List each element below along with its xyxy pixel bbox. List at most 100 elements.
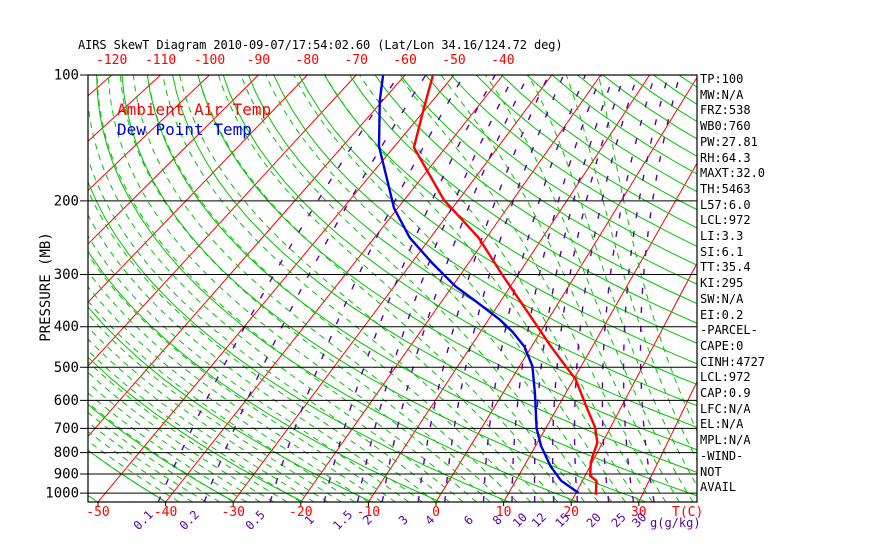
isotherm-line [570, 262, 697, 502]
dry-adiabat-line [88, 356, 304, 502]
isotherm-line [165, 75, 504, 502]
stat-value: LFC:N/A [700, 401, 751, 416]
legend-ambient-air-temp: Ambient Air Temp [117, 100, 272, 119]
moist-adiabat-line [240, 75, 599, 502]
dry-adiabat-line [577, 75, 697, 157]
top-temp-tick-label: -50 [442, 53, 465, 68]
bottom-temp-tick-label: 10 [496, 505, 512, 520]
dry-adiabat-line [349, 75, 697, 324]
stats-panel: TP:100 MW:N/A FRZ:538 WB0:760 PW:27.81 RH:64.… [700, 72, 765, 496]
stat-value: MAXT:32.0 [700, 166, 766, 181]
top-temp-tick-label: -120 [96, 53, 127, 68]
ambient-temp-curve [412, 75, 599, 495]
stat-value: PW:27.81 [700, 134, 758, 149]
isotherm-line [88, 75, 210, 192]
moist-adiabat-line [88, 430, 193, 502]
dry-adiabat-line [121, 75, 647, 502]
dew-point-curve [377, 75, 580, 494]
dry-adiabat-line [88, 250, 441, 502]
moist-adiabat-line [162, 75, 545, 502]
moist-adiabat-line [88, 338, 315, 502]
isotherm-line [88, 75, 406, 438]
moist-adiabat-line [88, 421, 207, 502]
moist-adiabat-line [88, 392, 247, 502]
moist-adiabat-line [107, 75, 491, 502]
bottom-temp-tick-label: -40 [154, 505, 177, 520]
dry-adiabat-line [425, 75, 697, 266]
pressure-tick-label: 400 [54, 319, 79, 335]
top-temp-tick-label: -40 [491, 53, 514, 68]
mixing-ratio-tick-label: 1.5 [330, 508, 355, 533]
pressure-tick-label: 300 [54, 267, 79, 283]
mixing-ratio-tick-label: 25 [609, 510, 629, 530]
moist-adiabat-line [265, 75, 613, 502]
mixing-ratio-line [622, 75, 670, 502]
moist-adiabat-line [88, 156, 450, 502]
top-temp-tick-label: -80 [296, 53, 319, 68]
dry-adiabat-line [526, 75, 697, 193]
mixing-ratio-tick-label: 0.5 [243, 508, 268, 533]
bottom-temp-tick-label: 0 [432, 505, 440, 520]
dry-adiabat-line [475, 75, 697, 229]
bottom-temp-tick-label: 30 [631, 505, 647, 520]
mixing-ratio-line [639, 75, 681, 502]
pressure-tick-label: 100 [54, 68, 79, 84]
moist-adiabat-line [88, 326, 329, 502]
mixing-ratio-lines [157, 75, 681, 502]
isotherm-line [88, 75, 357, 367]
mixing-ratio-line [551, 75, 626, 502]
moist-adiabat-line [147, 75, 531, 502]
pressure-tick-label: 600 [54, 393, 79, 409]
plot-area [88, 75, 697, 502]
top-temp-tick-label: -60 [393, 53, 416, 68]
mixing-ratio-line [533, 75, 615, 502]
mixing-ratio-unit-label: g(g/kg) [650, 516, 701, 530]
pressure-tick-label: 1000 [45, 486, 79, 502]
mixing-ratio-tick-label: 10 [510, 510, 530, 530]
pressure-tick-label: 500 [54, 360, 79, 376]
stat-value: LI:3.3 [700, 229, 744, 244]
bottom-temp-tick-label: -20 [289, 505, 312, 520]
stat-value: MW:N/A [700, 87, 744, 102]
isotherm-line [232, 75, 553, 502]
page-title: AIRS SkewT Diagram 2010-09-07/17:54:02.6… [78, 38, 563, 52]
moist-adiabat-line [88, 313, 342, 502]
moist-adiabat-line [88, 349, 302, 502]
isotherm-line [97, 75, 455, 502]
dry-adiabat-line [88, 180, 510, 502]
dry-adiabat-line [298, 75, 697, 365]
top-temp-tick-label: -90 [247, 53, 270, 68]
isotherm-line [300, 75, 602, 502]
moist-adiabat-line [88, 235, 410, 502]
plot-border [87, 74, 698, 503]
stat-value: MPL:N/A [700, 433, 751, 448]
stat-value: TT:35.4 [700, 260, 751, 275]
stat-value: EI:0.2 [700, 307, 744, 322]
stat-value: RH:64.3 [700, 150, 751, 165]
moist-adiabat-line [324, 75, 640, 502]
dry-adiabat-line [197, 75, 697, 451]
legend-dew-point-temp: Dew Point Temp [117, 120, 252, 139]
mixing-ratio-tick-label: 12 [529, 510, 549, 530]
mixing-ratio-tick-label: 20 [584, 510, 604, 530]
sounding-curves [377, 75, 599, 495]
dry-adiabat-line [88, 403, 235, 502]
stat-value: -PARCEL- [700, 323, 758, 338]
moist-adiabat-line [197, 75, 572, 502]
mixing-ratio-line [323, 75, 496, 502]
stat-value: CAP:0.9 [700, 386, 751, 401]
moist-adiabat-line [88, 411, 220, 502]
moist-adiabat-line [217, 75, 586, 502]
mixing-ratio-line [381, 75, 529, 502]
mixing-ratio-tick-label: 3 [396, 513, 411, 528]
dry-adiabat-line [222, 75, 697, 428]
temp-axis-unit-label: T(C) [672, 505, 703, 520]
dry-adiabat-line [88, 449, 167, 502]
pressure-tick-label: 700 [54, 421, 79, 437]
dry-adiabat-line [374, 75, 697, 305]
dry-adiabat-line [399, 75, 697, 285]
moist-adiabat-line [88, 402, 234, 502]
moist-adiabat-line [88, 253, 396, 502]
